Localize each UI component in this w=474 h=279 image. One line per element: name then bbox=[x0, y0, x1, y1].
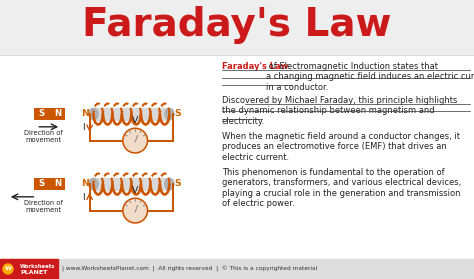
Text: I: I bbox=[82, 193, 85, 202]
Text: N: N bbox=[55, 109, 62, 119]
Text: Direction of
movement: Direction of movement bbox=[24, 200, 63, 213]
Bar bbox=[0, 0, 474, 55]
Text: Faraday's Law: Faraday's Law bbox=[222, 62, 288, 71]
Ellipse shape bbox=[165, 108, 174, 120]
Text: Faraday's Law: Faraday's Law bbox=[82, 6, 392, 44]
Text: W: W bbox=[5, 266, 11, 271]
Text: S: S bbox=[174, 179, 181, 189]
Bar bbox=[0, 259, 474, 279]
Ellipse shape bbox=[165, 178, 174, 190]
Text: PLANET: PLANET bbox=[20, 270, 47, 275]
Text: N: N bbox=[55, 179, 62, 189]
Bar bbox=[93, 178, 169, 190]
Text: Discovered by Michael Faraday, this principle highlights
the dynamic relationshi: Discovered by Michael Faraday, this prin… bbox=[222, 96, 457, 126]
Text: This phenomenon is fundamental to the operation of
generators, transformers, and: This phenomenon is fundamental to the op… bbox=[222, 168, 461, 208]
Text: I: I bbox=[82, 123, 85, 132]
Text: V: V bbox=[132, 186, 138, 195]
Text: N: N bbox=[81, 179, 89, 189]
Text: S: S bbox=[38, 109, 44, 119]
Text: Worksheets: Worksheets bbox=[20, 264, 55, 270]
Text: When the magnetic field around a conductor changes, it
produces an electromotive: When the magnetic field around a conduct… bbox=[222, 132, 460, 162]
Text: S: S bbox=[174, 109, 181, 119]
Ellipse shape bbox=[89, 178, 98, 190]
Ellipse shape bbox=[123, 198, 147, 223]
Text: N: N bbox=[81, 109, 89, 119]
Text: S: S bbox=[38, 179, 44, 189]
Ellipse shape bbox=[89, 108, 98, 120]
Bar bbox=[35, 178, 65, 190]
Text: | www.WorksheetsPlanet.com  |  All rights reserved  |  © This is a copyrighted m: | www.WorksheetsPlanet.com | All rights … bbox=[62, 266, 317, 272]
Text: Direction of
movement: Direction of movement bbox=[24, 130, 63, 143]
Ellipse shape bbox=[3, 264, 13, 274]
Bar bbox=[0, 259, 58, 279]
Text: V: V bbox=[132, 116, 138, 125]
Bar bbox=[93, 108, 169, 120]
Bar bbox=[0, 55, 474, 259]
Text: of Electromagnetic Induction states that
a changing magnetic field induces an el: of Electromagnetic Induction states that… bbox=[266, 62, 474, 92]
Bar bbox=[35, 108, 65, 120]
Ellipse shape bbox=[123, 128, 147, 153]
